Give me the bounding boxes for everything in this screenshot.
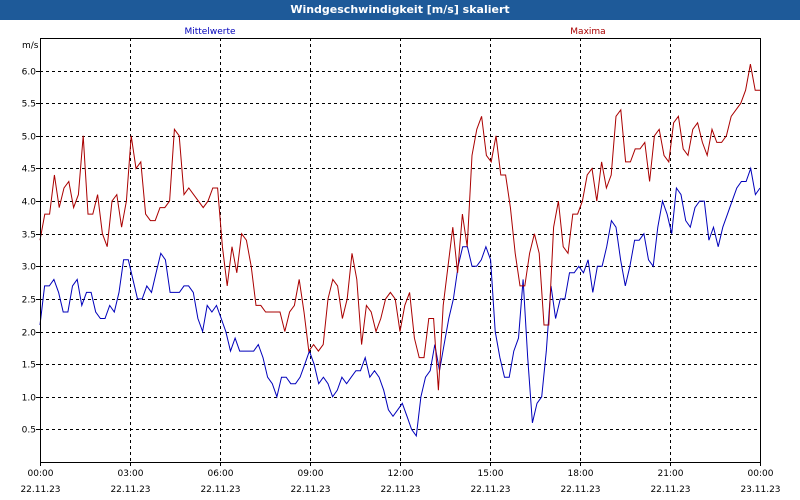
series-line-maxima <box>39 64 760 391</box>
y-tick-label: 4.0 <box>22 198 37 208</box>
legend-entry: Maxima <box>570 27 605 37</box>
chart-title: Windgeschwindigkeit [m/s] skaliert <box>290 3 510 16</box>
x-tick-time: 03:00 <box>118 469 144 479</box>
legend: Mittelwerte Maxima <box>184 27 605 37</box>
x-tick-date: 22.11.23 <box>380 485 420 495</box>
series-line-mittelwerte <box>39 166 761 438</box>
y-tick-label: 3.0 <box>22 263 37 273</box>
y-axis-label: m/s <box>22 41 39 51</box>
y-tick-label: 6.0 <box>22 68 37 78</box>
title-bar <box>0 0 800 20</box>
x-tick-date: 23.11.23 <box>740 485 780 495</box>
x-tick-time: 15:00 <box>478 469 504 479</box>
y-tick-label: 5.0 <box>22 133 37 143</box>
x-tick-time: 12:00 <box>388 469 414 479</box>
y-tick-label: 3.5 <box>22 231 36 241</box>
y-tick-label: 2.5 <box>22 296 36 306</box>
chart-series <box>39 64 761 438</box>
x-tick-time: 00:00 <box>28 469 54 479</box>
x-tick-time: 06:00 <box>208 469 234 479</box>
y-tick-label: 1.0 <box>22 394 37 404</box>
y-tick-label: 2.0 <box>22 329 37 339</box>
y-tick-label: 4.5 <box>22 165 36 175</box>
x-tick-date: 22.11.23 <box>110 485 150 495</box>
x-tick-date: 22.11.23 <box>20 485 60 495</box>
chart-grid <box>40 38 760 462</box>
x-tick-time: 18:00 <box>568 469 594 479</box>
y-axis: 0.5 1.0 1.5 2.0 2.5 3.0 3.5 4.0 4.5 5.0 5.5 6.0 <box>22 68 40 436</box>
x-tick-date: 22.11.23 <box>200 485 240 495</box>
x-axis: 00:00 22.11.23 03:00 22.11.23 06:00 22.11.23 0… <box>20 462 781 495</box>
y-tick-label: 5.5 <box>22 100 36 110</box>
y-tick-label: 1.5 <box>22 361 36 371</box>
y-tick-label: 0.5 <box>22 426 36 436</box>
x-tick-time: 09:00 <box>298 469 324 479</box>
x-tick-date: 22.11.23 <box>650 485 690 495</box>
x-tick-date: 22.11.23 <box>470 485 510 495</box>
x-tick-date: 22.11.23 <box>560 485 600 495</box>
x-tick-date: 22.11.23 <box>290 485 330 495</box>
legend-entry: Mittelwerte <box>184 27 235 37</box>
x-tick-time: 00:00 <box>748 469 774 479</box>
x-tick-time: 21:00 <box>658 469 684 479</box>
